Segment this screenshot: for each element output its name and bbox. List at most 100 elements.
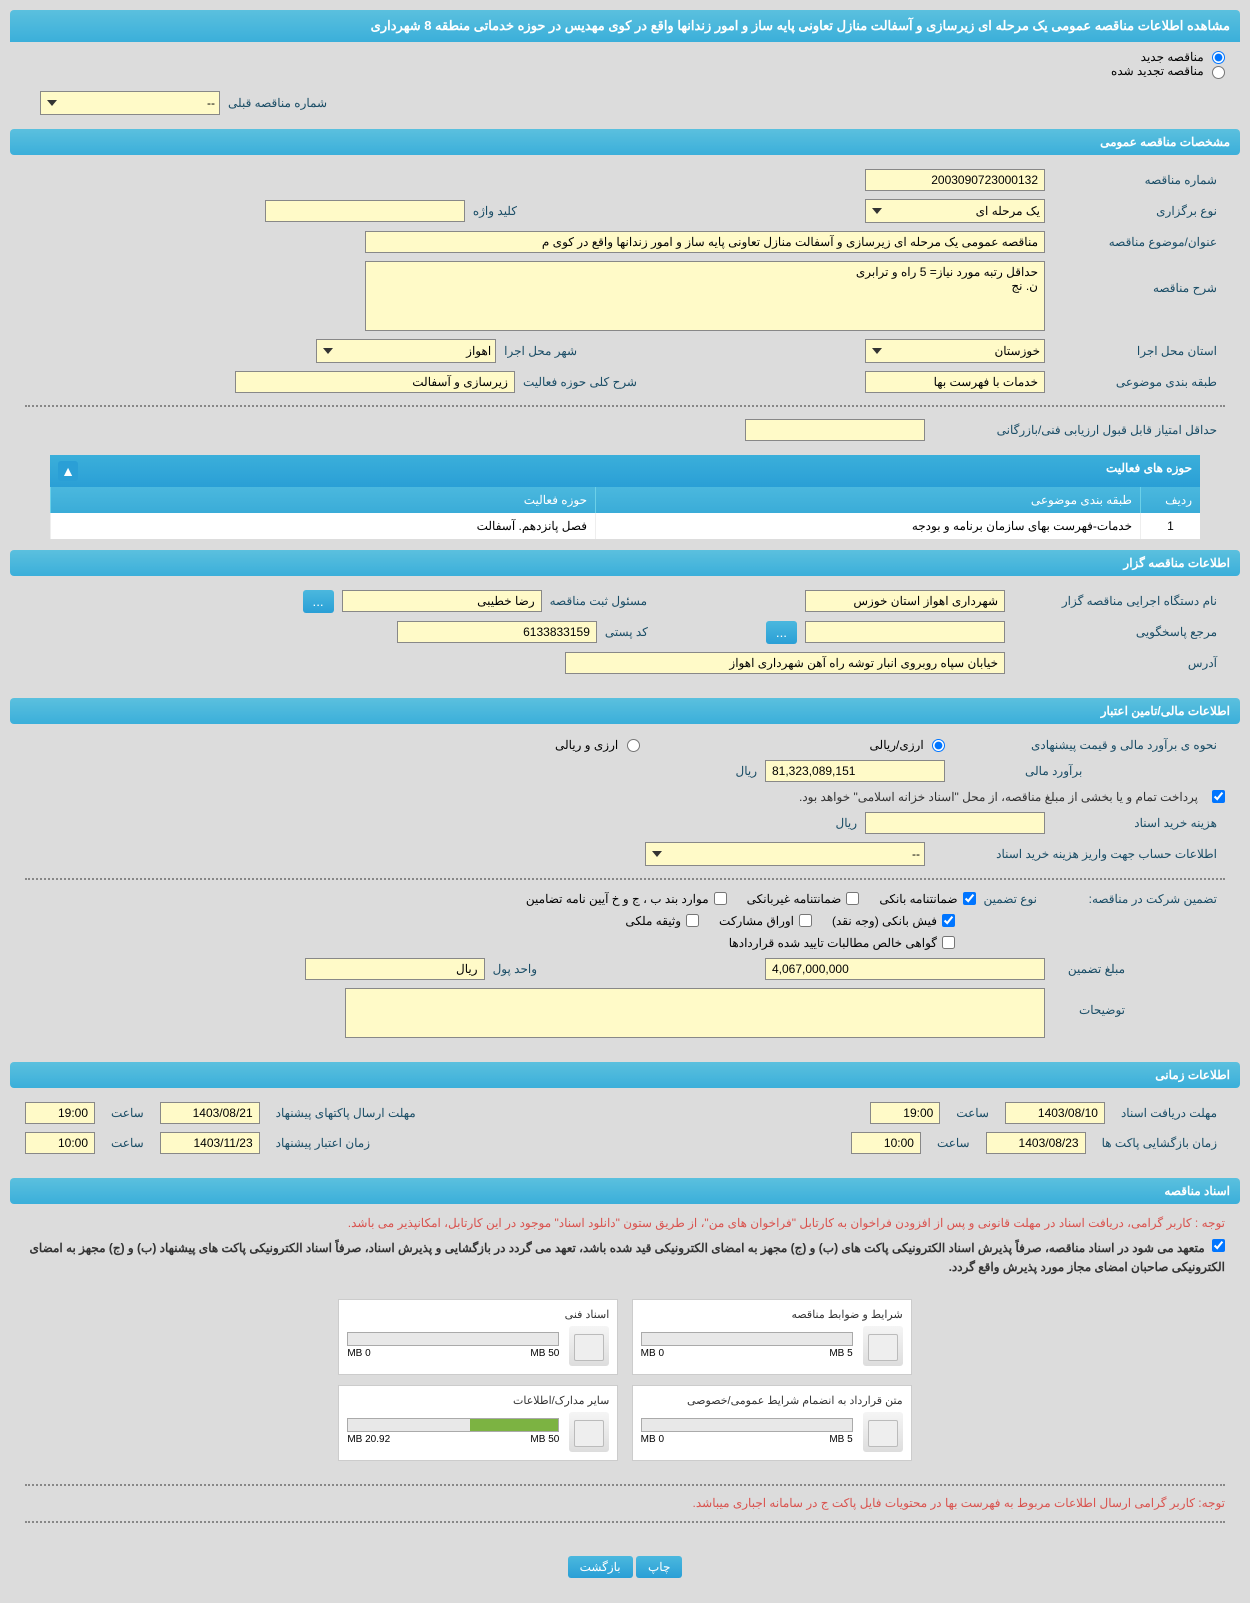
cb-bank-receipt-label: فیش بانکی (وجه نقد): [832, 914, 937, 928]
general-info-header: مشخصات مناقصه عمومی: [10, 129, 1240, 155]
receipt-deadline-label: مهلت دریافت اسناد: [1113, 1106, 1225, 1120]
commitment-checkbox[interactable]: [1212, 1239, 1225, 1252]
box2-used: 0 MB: [347, 1348, 370, 1359]
time-info-header: اطلاعات زمانی: [10, 1062, 1240, 1088]
folder-icon: [863, 1326, 903, 1366]
cb-bank-receipt[interactable]: [942, 914, 955, 927]
keyword-field[interactable]: [265, 200, 465, 222]
time-label-4: ساعت: [103, 1136, 152, 1150]
rial-label-1: ریال: [727, 764, 765, 778]
tender-number-field: 2003090723000132: [865, 169, 1045, 191]
upload-box-other[interactable]: سایر مدارک/اطلاعات 50 MB20.92 MB: [338, 1385, 618, 1461]
validity-date: 1403/11/23: [160, 1132, 260, 1154]
min-score-field[interactable]: [745, 419, 925, 441]
responsible-label: مسئول ثبت مناقصه: [542, 594, 655, 608]
row-num: 1: [1140, 513, 1200, 539]
box2-title: اسناد فنی: [347, 1308, 609, 1326]
doc-cost-field[interactable]: [865, 812, 1045, 834]
currency-label: واحد پول: [485, 962, 545, 976]
guarantee-label: تضمین شرکت در مناقصه:: [1045, 892, 1225, 906]
cb-bylaw-items[interactable]: [714, 892, 727, 905]
treasury-checkbox[interactable]: [1212, 790, 1225, 803]
type-value: یک مرحله ای: [976, 204, 1040, 218]
box1-title: شرایط و ضوابط مناقصه: [641, 1308, 903, 1326]
guarantee-amount-label: مبلغ تضمین: [1045, 962, 1225, 976]
upload-box-conditions[interactable]: شرایط و ضوابط مناقصه 5 MB0 MB: [632, 1299, 912, 1375]
renewed-tender-radio[interactable]: [1212, 66, 1225, 79]
row-category: خدمات-فهرست بهای سازمان برنامه و بودجه: [595, 513, 1140, 539]
upload-box-contract[interactable]: متن قرارداد به انضمام شرایط عمومی/خصوصی …: [632, 1385, 912, 1461]
progress-fill: [470, 1419, 558, 1431]
time-label-3: ساعت: [929, 1136, 978, 1150]
contact-label: مرجع پاسخگویی: [1005, 625, 1225, 639]
treasury-note: پرداخت تمام و یا بخشی از مبلغ مناقصه، از…: [791, 790, 1206, 804]
postal-field: 6133833159: [397, 621, 597, 643]
rial-currency-label: ارزی/ریالی: [870, 738, 924, 752]
notes-label: توضیحات: [1045, 988, 1225, 1017]
cb-certified-claims[interactable]: [942, 936, 955, 949]
row-activity: فصل پانزدهم. آسفالت: [50, 513, 595, 539]
box3-used: 0 MB: [641, 1434, 664, 1445]
new-tender-label: مناقصه جدید: [1141, 50, 1204, 64]
separator: [25, 1484, 1225, 1486]
table-row: 1 خدمات-فهرست بهای سازمان برنامه و بودجه…: [50, 513, 1200, 540]
box4-max: 50 MB: [530, 1434, 559, 1445]
cb-property-deed[interactable]: [686, 914, 699, 927]
documents-header: اسناد مناقصه: [10, 1178, 1240, 1204]
print-button[interactable]: چاپ: [636, 1556, 682, 1578]
new-tender-radio[interactable]: [1212, 51, 1225, 64]
cb-securities[interactable]: [799, 914, 812, 927]
box1-max: 5 MB: [829, 1348, 852, 1359]
estimate-label: برآورد مالی: [945, 764, 1225, 778]
prev-number-select[interactable]: --: [40, 91, 220, 115]
cb-nonbank-guarantee[interactable]: [846, 892, 859, 905]
description-field[interactable]: حداقل رتبه مورد نیاز= 5 راه و ترابری ن. …: [365, 261, 1045, 331]
activity-desc-field[interactable]: زیرسازی و آسفالت: [235, 371, 515, 393]
box4-title: سایر مدارک/اطلاعات: [347, 1394, 609, 1412]
prev-number-label: شماره مناقصه قبلی: [220, 96, 335, 110]
notice-2: متعهد می شود در اسناد مناقصه، صرفاً پذیر…: [30, 1241, 1225, 1274]
currency-rial-radio[interactable]: [627, 739, 640, 752]
doc-cost-label: هزینه خرید اسناد: [1045, 816, 1225, 830]
notes-field[interactable]: [345, 988, 1045, 1038]
opening-time: 10:00: [851, 1132, 921, 1154]
address-label: آدرس: [1005, 656, 1225, 670]
account-select[interactable]: --: [645, 842, 925, 866]
submit-deadline-label: مهلت ارسال پاکتهای پیشنهاد: [268, 1106, 424, 1120]
box2-max: 50 MB: [530, 1348, 559, 1359]
cb-bank-guarantee-label: ضمانتنامه بانکی: [879, 892, 957, 906]
box3-max: 5 MB: [829, 1434, 852, 1445]
guarantee-amount-field: 4,067,000,000: [765, 958, 1045, 980]
account-label: اطلاعات حساب جهت واریز هزینه خرید اسناد: [925, 847, 1225, 861]
province-select[interactable]: خوزستان: [865, 339, 1045, 363]
separator: [25, 405, 1225, 407]
opening-date: 1403/08/23: [986, 1132, 1086, 1154]
col-activity: حوزه فعالیت: [50, 487, 595, 513]
city-select[interactable]: اهواز: [316, 339, 496, 363]
province-value: خوزستان: [994, 344, 1040, 358]
title-field[interactable]: مناقصه عمومی یک مرحله ای زیرسازی و آسفال…: [365, 231, 1045, 253]
back-button[interactable]: بازگشت: [568, 1556, 633, 1578]
category-label: طبقه بندی موضوعی: [1045, 375, 1225, 389]
receipt-deadline-time: 19:00: [870, 1102, 940, 1124]
collapse-icon[interactable]: ▲: [58, 461, 78, 481]
page-title: مشاهده اطلاعات مناقصه عمومی یک مرحله ای …: [10, 10, 1240, 42]
cb-certified-claims-label: گواهی خالص مطالبات تایید شده قراردادها: [729, 936, 937, 950]
folder-icon: [863, 1412, 903, 1452]
currency-rial-label: ارزی و ریالی: [555, 738, 618, 752]
more-button[interactable]: ...: [303, 590, 334, 613]
contact-more-button[interactable]: ...: [766, 621, 797, 644]
type-select[interactable]: یک مرحله ای: [865, 199, 1045, 223]
rial-currency-radio[interactable]: [932, 739, 945, 752]
activities-header-text: حوزه های فعالیت: [78, 461, 1192, 481]
cb-bank-guarantee[interactable]: [963, 892, 976, 905]
cb-bylaw-items-label: موارد بند ب ، ج و خ آیین نامه تضامین: [526, 892, 709, 906]
time-label-1: ساعت: [948, 1106, 997, 1120]
validity-time: 10:00: [25, 1132, 95, 1154]
folder-icon: [569, 1326, 609, 1366]
description-label: شرح مناقصه: [1045, 261, 1225, 295]
prev-number-value: --: [207, 96, 215, 110]
upload-box-technical[interactable]: اسناد فنی 50 MB 0 MB: [338, 1299, 618, 1375]
guarantee-type-label: نوع تضمین: [976, 892, 1045, 906]
org-label: نام دستگاه اجرایی مناقصه گزار: [1005, 594, 1225, 608]
